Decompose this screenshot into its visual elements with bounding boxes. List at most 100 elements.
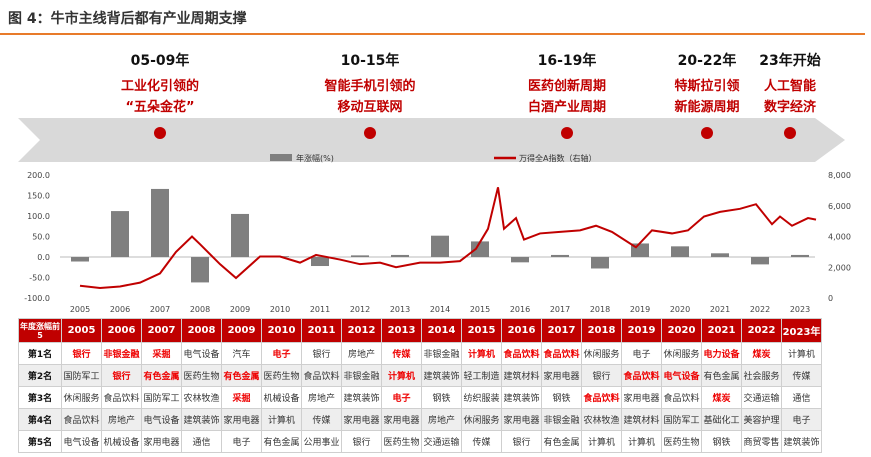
sector-cell: 家用电器 [541,364,582,387]
year-header: 2018 [581,318,622,343]
year-header: 2019 [621,318,662,343]
figure-title: 图 4：牛市主线背后都有产业周期支撑 [8,11,247,27]
era-desc: 移动互联网 [337,100,403,115]
sector-cell: 建筑装饰 [501,386,542,409]
y-right-tick: 2,000 [828,263,851,272]
sector-cell: 钢铁 [701,430,742,453]
era-period: 20-22年 [677,53,737,69]
sector-cell: 医药生物 [261,364,302,387]
era-desc: “五朵金花” [125,100,195,115]
bar [791,254,809,257]
table-row: 第4名 食品饮料 房地产 电气设备 建筑装饰 家用电器 计算机 传媒 家用电器 家用电器 房地产 休闲… [18,408,822,431]
sector-cell: 通信 [781,386,822,409]
sector-cell: 电子 [221,430,262,453]
sector-cell: 食品饮料 [501,342,542,365]
table-corner: 年度涨幅前5 [18,318,62,343]
era-desc: 医药创新周期 [527,79,606,94]
table-row: 第1名 银行 非银金融 采掘 电气设备 汽车 电子 银行 房地产 传媒 非银金融 计算机 食品饮料 食品饮… [18,342,822,365]
sector-cell: 电子 [261,342,302,365]
year-header: 2012 [341,318,382,343]
sector-cell: 家用电器 [221,408,262,431]
sector-cell: 采掘 [221,386,262,409]
sector-cell: 食品饮料 [581,386,622,409]
sector-cell: 非银金融 [341,364,382,387]
sector-cell: 房地产 [301,386,342,409]
sector-cell: 非银金融 [101,342,142,365]
sector-cell: 计算机 [381,364,422,387]
timeline-dot [784,127,796,139]
era-period: 10-15年 [340,53,400,69]
y-right-tick: 4,000 [828,233,851,242]
sector-cell: 商贸零售 [741,430,782,453]
year-header: 2020 [661,318,702,343]
sector-cell: 银行 [341,430,382,453]
year-header: 2010 [261,318,302,343]
legend-line-label: 万得全A指数（右轴） [519,153,596,163]
legend-bar-swatch [270,154,292,161]
sector-cell: 煤炭 [701,386,742,409]
bar [391,254,409,257]
year-header: 2022 [741,318,782,343]
bar [511,257,529,263]
sector-cell: 煤炭 [741,342,782,365]
era-desc: 工业化引领的 [120,79,199,94]
sector-cell: 家用电器 [341,408,382,431]
sector-cell: 电气设备 [141,408,182,431]
rank-label: 第1名 [18,342,62,365]
y-left-tick: 100.0 [27,212,50,221]
y-left-tick: 0.0 [37,253,50,262]
era-desc: 智能手机引领的 [324,79,416,94]
title-underline [0,33,865,35]
sector-cell: 机械设备 [261,386,302,409]
legend-bar-label: 年涨幅(%) [296,153,334,163]
x-tick: 2011 [310,305,330,314]
chart: 200.0 150.0 100.0 50.0 0.0 -50.0 -100.0 8,000 6,… [18,118,851,314]
sector-cell: 通信 [181,430,222,453]
sector-cell: 休闲服务 [581,342,622,365]
y-left-tick: 150.0 [27,192,50,201]
sector-cell: 电子 [781,408,822,431]
sector-cell: 计算机 [781,342,822,365]
era-desc: 特斯拉引领 [674,79,740,94]
bar [311,257,329,267]
sector-cell: 医药生物 [381,430,422,453]
sector-cell: 食品饮料 [301,364,342,387]
sector-cell: 国防军工 [661,408,702,431]
bar [71,257,89,262]
sector-cell: 计算机 [261,408,302,431]
y-left-tick: -100.0 [24,294,50,303]
x-tick: 2007 [150,305,170,314]
sector-cell: 社会服务 [741,364,782,387]
year-header: 2009 [221,318,262,343]
x-tick: 2022 [750,305,770,314]
sector-cell: 传媒 [781,364,822,387]
era-desc: 白酒产业周期 [527,100,606,115]
era-period: 16-19年 [537,53,597,69]
era-period: 05-09年 [130,53,190,69]
y-left-tick: 50.0 [32,233,50,242]
x-tick: 2018 [590,305,610,314]
year-header: 2014 [421,318,462,343]
sector-cell: 家用电器 [141,430,182,453]
index-line [79,187,817,290]
x-tick: 2017 [550,305,570,314]
x-tick: 2023 [790,305,810,314]
sector-cell: 非银金融 [421,342,462,365]
year-header: 2015 [461,318,502,343]
sector-cell: 有色金属 [541,430,582,453]
sector-cell: 建筑装饰 [181,408,222,431]
sector-cell: 医药生物 [661,430,702,453]
year-header: 2017 [541,318,582,343]
era-desc: 人工智能 [763,79,816,94]
sector-cell: 休闲服务 [461,408,502,431]
sector-cell: 非银金融 [541,408,582,431]
x-tick: 2016 [510,305,530,314]
timeline-dot [364,127,376,139]
sector-cell: 有色金属 [141,364,182,387]
era-label: 10-15年智能手机引领的 移动互联网 [300,50,440,118]
bar [671,246,689,257]
sector-cell: 电子 [381,386,422,409]
x-tick: 2021 [710,305,730,314]
timeline-dot [154,127,166,139]
x-tick: 2009 [230,305,250,314]
